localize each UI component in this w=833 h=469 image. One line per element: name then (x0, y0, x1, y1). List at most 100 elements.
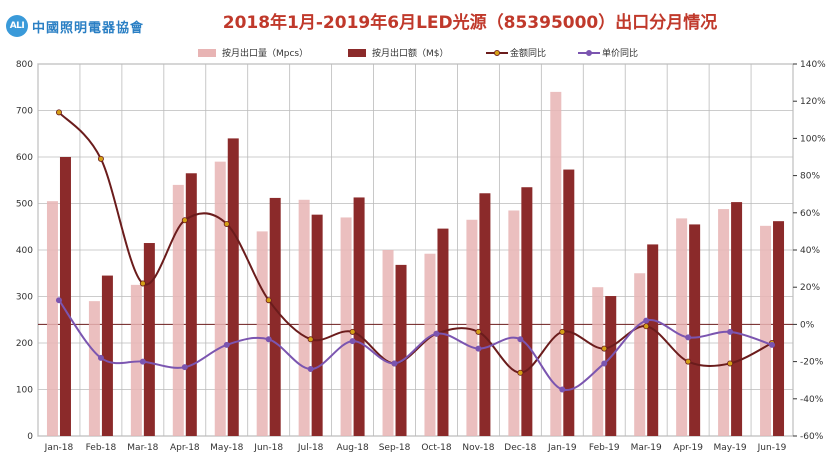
point-unitprice-yoy (643, 317, 650, 324)
bar-volume (340, 217, 352, 436)
legend-label: 金额同比 (510, 47, 546, 59)
category-label: Oct-18 (421, 443, 452, 453)
bar-volume (508, 210, 520, 436)
legend-swatch (348, 49, 366, 57)
bar-value (563, 169, 575, 436)
bar-value (185, 173, 197, 436)
category-label: Jul-18 (297, 443, 324, 453)
legend-label: 按月出口量（Mpcs） (222, 47, 308, 59)
logo-badge-icon: ALI (6, 15, 28, 37)
category-label: May-19 (714, 443, 747, 453)
point-amount-yoy (55, 109, 62, 116)
point-amount-yoy (685, 358, 692, 365)
bar-value (605, 296, 617, 436)
category-label: Jun-18 (253, 443, 283, 453)
point-amount-yoy (727, 360, 734, 367)
bar-value (773, 221, 785, 436)
bar-volume (760, 225, 772, 436)
bar-value (479, 193, 491, 436)
point-unitprice-yoy (349, 338, 356, 345)
left-tick-label: 700 (16, 107, 33, 117)
category-label: Aug-18 (336, 443, 369, 453)
bar-value (101, 275, 113, 436)
point-unitprice-yoy (391, 360, 398, 367)
point-amount-yoy (517, 369, 524, 376)
category-label: Feb-19 (589, 443, 620, 453)
point-amount-yoy (643, 323, 650, 330)
category-label: May-18 (210, 443, 243, 453)
bar-volume (550, 91, 562, 437)
right-tick-label: 20% (800, 283, 820, 293)
right-tick-label: 120% (800, 97, 826, 107)
point-unitprice-yoy (97, 354, 104, 361)
left-tick-label: 500 (16, 200, 33, 210)
chart-title: 2018年1月-2019年6月LED光源（85395000）出口分月情况 (222, 13, 718, 33)
category-label: Mar-19 (631, 443, 662, 453)
right-tick-label: 100% (800, 134, 826, 144)
bar-value (647, 244, 659, 436)
left-tick-label: 200 (16, 339, 33, 349)
point-unitprice-yoy (475, 345, 482, 352)
point-amount-yoy (139, 280, 146, 287)
point-amount-yoy (475, 328, 482, 335)
category-label: Apr-18 (170, 443, 200, 453)
bar-volume (424, 253, 436, 436)
legend-label: 按月出口额（M$） (372, 47, 449, 59)
bar-volume (298, 199, 310, 436)
right-tick-label: 140% (800, 60, 826, 70)
legend-marker (493, 50, 500, 57)
bar-value (59, 157, 71, 436)
point-unitprice-yoy (181, 364, 188, 371)
left-tick-label: 800 (16, 60, 33, 70)
point-unitprice-yoy (223, 341, 230, 348)
bar-volume (634, 273, 646, 436)
point-amount-yoy (97, 155, 104, 162)
left-tick-label: 100 (16, 386, 33, 396)
legend-marker (586, 50, 593, 57)
category-label: Feb-18 (86, 443, 117, 453)
category-label: Jan-18 (44, 443, 74, 453)
bar-volume (382, 250, 394, 436)
bar-volume (214, 161, 226, 436)
point-unitprice-yoy (685, 334, 692, 341)
point-unitprice-yoy (55, 297, 62, 304)
left-tick-label: 300 (16, 293, 33, 303)
bar-value (227, 138, 239, 436)
bar-value (353, 197, 365, 436)
category-label: Jan-19 (547, 443, 577, 453)
bar-volume (88, 301, 100, 436)
right-tick-label: 40% (800, 246, 820, 256)
point-unitprice-yoy (307, 366, 314, 373)
point-amount-yoy (559, 328, 566, 335)
category-label: Sep-18 (379, 443, 411, 453)
right-tick-label: -20% (800, 358, 824, 368)
bar-volume (676, 218, 688, 436)
point-unitprice-yoy (517, 336, 524, 343)
bar-value (731, 202, 743, 436)
bar-value (311, 214, 323, 436)
point-amount-yoy (349, 328, 356, 335)
right-tick-label: 80% (800, 172, 820, 182)
legend-label: 单价同比 (602, 47, 638, 59)
category-label: Apr-19 (673, 443, 703, 453)
bar-volume (466, 219, 478, 436)
point-unitprice-yoy (265, 336, 272, 343)
bar-value (521, 187, 533, 436)
right-tick-label: 0% (800, 320, 815, 330)
bar-volume (46, 201, 58, 436)
point-unitprice-yoy (727, 328, 734, 335)
category-label: Dec-18 (504, 443, 536, 453)
category-label: Mar-18 (127, 443, 158, 453)
right-tick-label: -60% (800, 432, 824, 442)
bar-volume (256, 231, 268, 436)
bar-volume (130, 284, 142, 436)
point-unitprice-yoy (559, 386, 566, 393)
point-unitprice-yoy (433, 330, 440, 337)
left-tick-label: 600 (16, 153, 33, 163)
logo: ALI 中國照明電器協會 (6, 14, 144, 38)
bar-volume (592, 287, 604, 436)
point-unitprice-yoy (139, 358, 146, 365)
category-label: Jun-19 (757, 443, 787, 453)
